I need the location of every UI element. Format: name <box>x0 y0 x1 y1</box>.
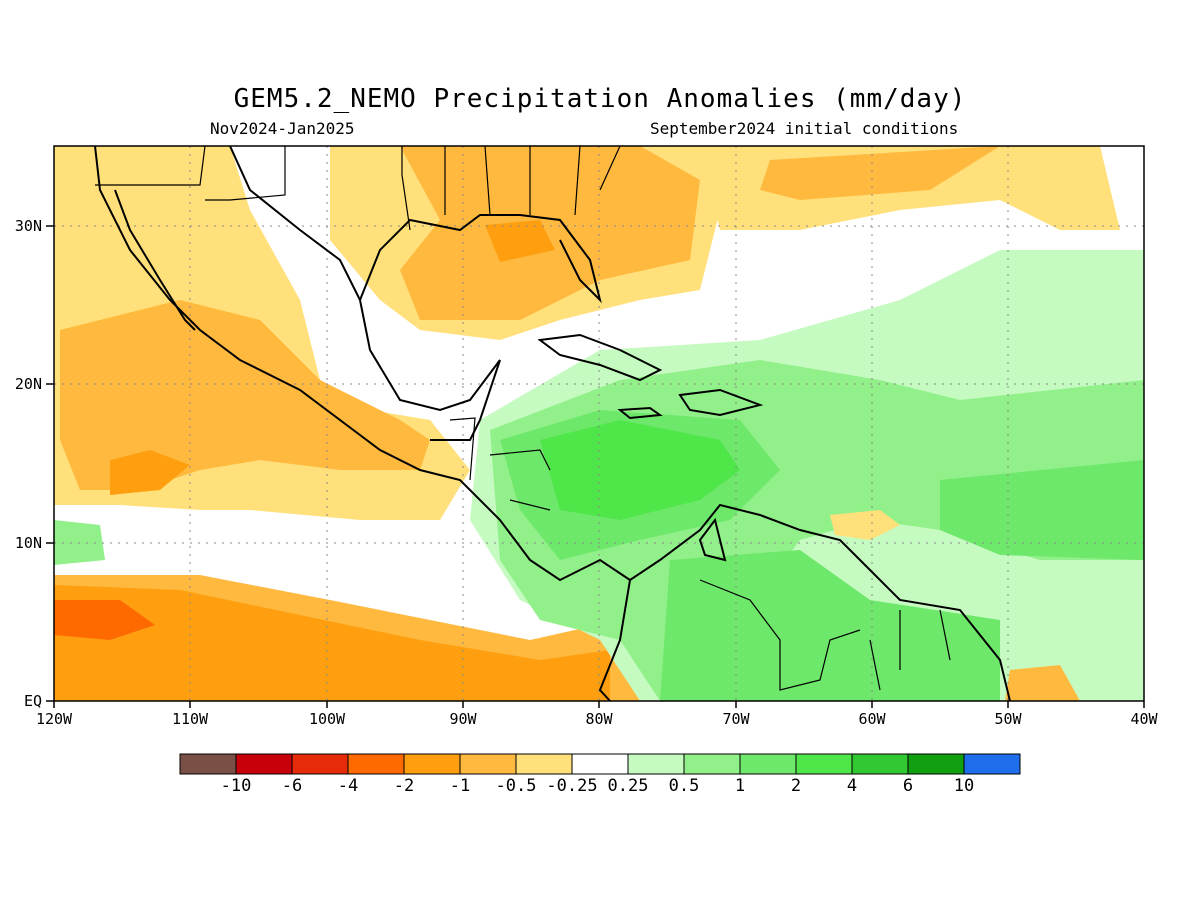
coastlines <box>94 146 1011 701</box>
lon-label-110w: 110W <box>171 710 209 728</box>
colorbar-swatch <box>347 753 405 775</box>
lon-label-80w: 80W <box>585 710 613 728</box>
colorbar-swatch <box>403 753 461 775</box>
initial-conditions: September2024 initial conditions <box>650 119 959 138</box>
colorbar-label: -6 <box>281 776 303 796</box>
colorbar-label: 0.5 <box>668 776 700 796</box>
colorbar-label: -4 <box>337 776 359 796</box>
lat-label-10n: 10N <box>14 534 42 552</box>
lon-label-90w: 90W <box>449 710 477 728</box>
colorbar-swatch <box>459 753 517 775</box>
colorbar-swatch <box>291 753 349 775</box>
lat-label-30n: 30N <box>14 217 42 235</box>
colorbar-swatch <box>683 753 741 775</box>
lon-label-120w: 120W <box>35 710 73 728</box>
colorbar-swatch <box>851 753 909 775</box>
colorbar-swatch <box>907 753 965 775</box>
colorbar-label: 1 <box>734 776 746 796</box>
colorbar-label: 4 <box>846 776 858 796</box>
wet-region-atlantic-east <box>940 460 1144 560</box>
dry-band-equatorial-core <box>54 585 610 701</box>
axis-ticks <box>46 225 1145 708</box>
colorbar-swatch <box>795 753 853 775</box>
lat-label-eq: EQ <box>23 692 42 710</box>
colorbar-label: -1 <box>449 776 471 796</box>
colorbar-label: -2 <box>393 776 415 796</box>
dry-spot-southeast <box>1005 665 1080 701</box>
dry-region-atlantic-core <box>760 146 1000 200</box>
lon-label-100w: 100W <box>308 710 346 728</box>
colorbar-swatch <box>515 753 573 775</box>
political-borders <box>95 146 951 691</box>
dry-region-pacific-core <box>60 300 430 490</box>
colorbar <box>179 753 1021 775</box>
dry-region-gulf-core <box>400 146 700 320</box>
colorbar-label: 10 <box>953 776 975 796</box>
colorbar-label: -10 <box>220 776 252 796</box>
lat-label-20n: 20N <box>14 375 42 393</box>
dry-region-gulf-strong <box>485 220 555 262</box>
lon-label-40w: 40W <box>1130 710 1158 728</box>
colorbar-swatch <box>627 753 685 775</box>
graticule <box>54 146 1144 701</box>
colorbar-swatch <box>739 753 797 775</box>
colorbar-swatch <box>179 753 237 775</box>
lon-label-50w: 50W <box>994 710 1022 728</box>
colorbar-swatch <box>963 753 1021 775</box>
forecast-period: Nov2024-Jan2025 <box>210 119 355 138</box>
colorbar-swatch <box>571 753 629 775</box>
colorbar-label: -0.5 <box>495 776 537 796</box>
colorbar-label: 2 <box>790 776 802 796</box>
dry-spot-trinidad <box>830 510 900 540</box>
lon-label-60w: 60W <box>858 710 886 728</box>
map-title: GEM5.2_NEMO Precipitation Anomalies (mm/… <box>233 84 967 114</box>
colorbar-label: 0.25 <box>607 776 649 796</box>
dry-band-equatorial-strong <box>54 600 155 640</box>
dry-region-pacific-strong <box>110 450 190 495</box>
lon-label-70w: 70W <box>722 710 750 728</box>
colorbar-label: -0.25 <box>546 776 598 796</box>
colorbar-label: 6 <box>902 776 914 796</box>
wet-region-caribbean-strong <box>540 420 740 520</box>
wet-region-south-america <box>660 550 1000 701</box>
colorbar-swatch <box>235 753 293 775</box>
